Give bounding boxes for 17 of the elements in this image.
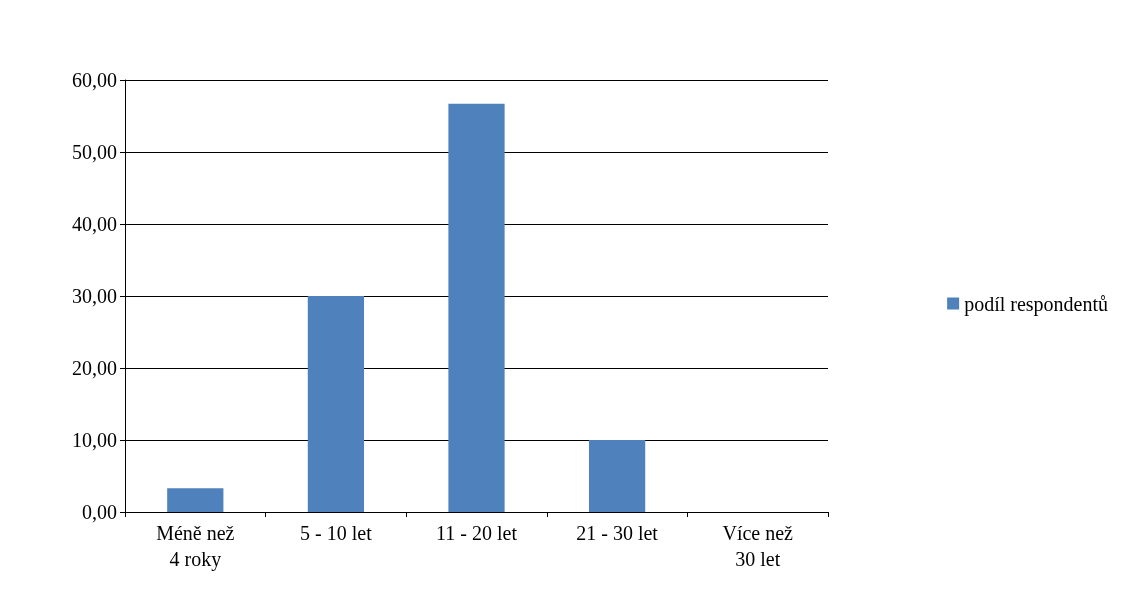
y-tick-label: 50,00	[72, 141, 117, 163]
bar	[588, 440, 646, 512]
x-tick-label: 5 - 10 let	[300, 522, 373, 544]
bar	[448, 103, 505, 512]
x-tick-label: 11 - 20 let	[436, 522, 518, 544]
y-tick-label: 60,00	[72, 69, 117, 91]
bar	[307, 296, 365, 512]
y-tick-label: 10,00	[72, 429, 117, 451]
y-tick-label: 30,00	[72, 285, 117, 307]
legend-label: podíl respondentů	[964, 292, 1109, 316]
bar	[167, 488, 224, 512]
x-tick-label: Méně než 4 roky	[156, 522, 235, 571]
x-tick-label: 21 - 30 let	[576, 522, 659, 544]
y-tick-label: 20,00	[72, 357, 117, 379]
y-tick-label: 40,00	[72, 213, 117, 235]
x-tick-label: Více než 30 let	[722, 522, 794, 570]
y-tick-label: 0,00	[82, 501, 117, 523]
